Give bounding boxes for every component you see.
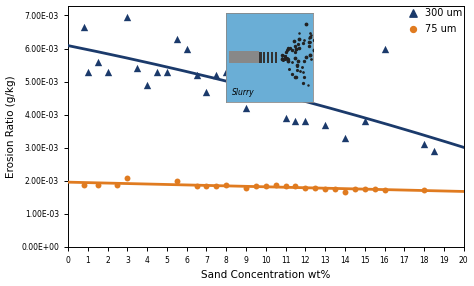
Point: [311, 186, 319, 190]
Point: [282, 184, 290, 189]
Point: [104, 69, 111, 74]
Point: [272, 182, 280, 187]
Point: [203, 89, 210, 94]
Point: [163, 69, 171, 74]
Point: [242, 186, 250, 190]
X-axis label: Sand Concentration wt%: Sand Concentration wt%: [201, 271, 330, 281]
Point: [420, 142, 428, 147]
Point: [262, 63, 270, 67]
Point: [361, 119, 368, 124]
Point: [252, 184, 260, 189]
Point: [242, 106, 250, 110]
Point: [84, 69, 91, 74]
Point: [94, 59, 101, 64]
Point: [272, 76, 280, 81]
Point: [94, 182, 101, 187]
Point: [341, 190, 349, 194]
Point: [351, 187, 359, 191]
Point: [173, 36, 181, 41]
Point: [222, 69, 230, 74]
Point: [124, 176, 131, 180]
Point: [212, 184, 220, 189]
Point: [301, 119, 309, 124]
Point: [193, 73, 201, 77]
Point: [321, 187, 329, 191]
Point: [80, 25, 88, 29]
Point: [361, 187, 368, 191]
Legend: 300 um, 75 um: 300 um, 75 um: [403, 8, 463, 34]
Point: [80, 183, 88, 188]
Point: [212, 73, 220, 77]
Point: [371, 187, 378, 191]
Point: [143, 83, 151, 87]
Point: [262, 184, 270, 189]
Point: [193, 184, 201, 189]
Point: [222, 182, 230, 187]
Point: [282, 116, 290, 120]
Point: [153, 69, 161, 74]
Point: [331, 187, 339, 191]
Point: [430, 149, 438, 153]
Point: [203, 184, 210, 189]
Point: [114, 182, 121, 187]
Point: [341, 136, 349, 140]
Point: [381, 187, 388, 192]
Point: [420, 187, 428, 192]
Point: [381, 46, 388, 51]
Point: [124, 15, 131, 19]
Y-axis label: Erosion Ratio (g/kg): Erosion Ratio (g/kg): [6, 75, 16, 178]
Point: [292, 119, 299, 124]
Point: [301, 186, 309, 190]
Point: [134, 66, 141, 71]
Point: [292, 184, 299, 189]
Point: [252, 69, 260, 74]
Point: [183, 46, 191, 51]
Point: [173, 179, 181, 184]
Point: [321, 122, 329, 127]
